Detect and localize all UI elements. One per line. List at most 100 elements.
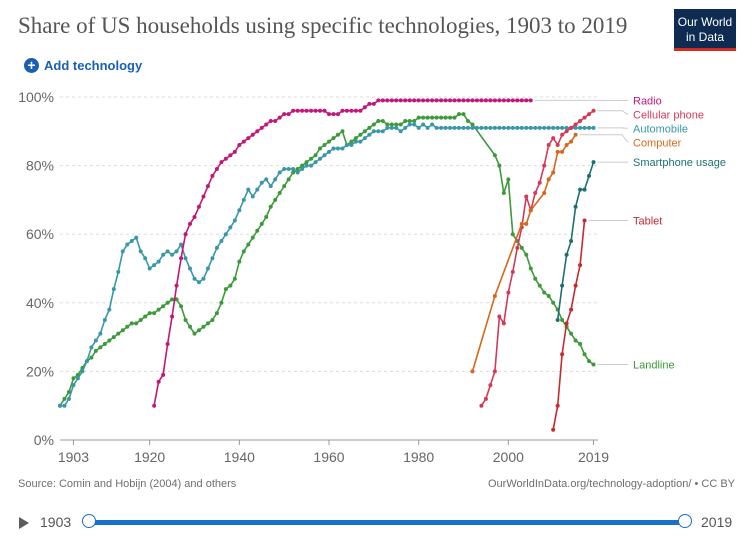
data-point-cellular-phone xyxy=(510,269,515,274)
data-point-landline xyxy=(394,122,399,127)
data-point-landline xyxy=(282,184,287,189)
data-point-landline xyxy=(434,115,439,120)
add-technology-button[interactable]: + Add technology xyxy=(24,58,142,73)
series-line-tablet xyxy=(552,220,586,430)
data-point-landline xyxy=(179,304,184,309)
slider-track[interactable] xyxy=(89,520,685,525)
data-point-radio xyxy=(300,108,305,113)
data-point-cellular-phone xyxy=(546,143,551,148)
data-point-automobile xyxy=(425,125,430,130)
data-point-automobile xyxy=(362,136,367,141)
data-point-radio xyxy=(474,98,479,103)
data-point-radio xyxy=(228,153,233,158)
data-point-automobile xyxy=(143,256,148,261)
data-point-radio xyxy=(210,173,215,178)
data-point-radio xyxy=(223,156,228,161)
data-point-automobile xyxy=(250,194,255,199)
y-tick-label: 20% xyxy=(26,363,54,379)
data-point-tablet xyxy=(560,352,565,357)
data-point-automobile xyxy=(295,170,300,175)
data-point-automobile xyxy=(537,125,542,130)
data-point-landline xyxy=(492,153,497,158)
data-point-radio xyxy=(205,184,210,189)
data-point-landline xyxy=(205,321,210,326)
slider-end-handle[interactable] xyxy=(678,514,692,528)
source-link[interactable]: OurWorldInData.org/technology-adoption/ … xyxy=(488,478,735,490)
data-point-computer xyxy=(573,132,578,137)
data-point-radio xyxy=(318,108,323,113)
data-point-radio xyxy=(376,98,381,103)
data-point-landline xyxy=(120,328,125,333)
data-point-landline xyxy=(533,276,538,281)
data-point-automobile xyxy=(237,208,242,213)
data-point-radio xyxy=(313,108,318,113)
data-point-tablet xyxy=(573,283,578,288)
data-point-landline xyxy=(237,259,242,264)
data-point-cellular-phone xyxy=(560,132,565,137)
play-icon[interactable] xyxy=(19,517,29,529)
data-point-automobile xyxy=(421,122,426,127)
owid-logo[interactable]: Our World in Data xyxy=(674,9,736,51)
series-line-computer xyxy=(471,134,577,372)
series-line-smartphone-usage xyxy=(556,161,595,321)
data-point-radio xyxy=(309,108,314,113)
data-point-radio xyxy=(524,98,529,103)
data-point-cellular-phone xyxy=(587,112,592,117)
data-point-automobile xyxy=(564,125,569,130)
data-point-automobile xyxy=(89,345,94,350)
data-point-automobile xyxy=(161,252,166,257)
data-point-automobile xyxy=(587,125,592,130)
data-point-radio xyxy=(264,122,269,127)
data-point-landline xyxy=(93,348,98,353)
data-point-automobile xyxy=(434,125,439,130)
data-point-computer xyxy=(470,369,475,374)
data-point-automobile xyxy=(448,125,453,130)
data-point-automobile xyxy=(492,125,497,130)
data-point-cellular-phone xyxy=(506,290,511,295)
data-point-landline xyxy=(232,276,237,281)
data-point-radio xyxy=(510,98,515,103)
logo-line-1: Our World xyxy=(677,15,733,29)
data-point-cellular-phone xyxy=(573,122,578,127)
x-tick-label: 2000 xyxy=(493,449,524,465)
data-point-radio xyxy=(479,98,484,103)
data-point-automobile xyxy=(578,125,583,130)
data-point-radio xyxy=(403,98,408,103)
data-point-automobile xyxy=(528,125,533,130)
data-point-automobile xyxy=(304,163,309,168)
slider-start-handle[interactable] xyxy=(82,514,96,528)
data-point-automobile xyxy=(138,249,143,254)
data-point-landline xyxy=(318,146,323,151)
data-point-radio xyxy=(255,129,260,134)
data-point-radio xyxy=(412,98,417,103)
data-point-radio xyxy=(465,98,470,103)
data-point-radio xyxy=(506,98,511,103)
data-point-landline xyxy=(416,115,421,120)
data-point-computer xyxy=(519,221,524,226)
data-point-landline xyxy=(461,112,466,117)
data-point-automobile xyxy=(439,125,444,130)
data-point-landline xyxy=(407,119,412,124)
data-point-automobile xyxy=(474,125,479,130)
data-point-landline xyxy=(506,177,511,182)
data-point-cellular-phone xyxy=(501,321,506,326)
data-point-radio xyxy=(327,112,331,117)
timeline-slider[interactable]: 1903 2019 xyxy=(0,508,749,538)
data-point-automobile xyxy=(291,167,296,172)
data-point-cellular-phone xyxy=(533,191,538,196)
data-point-radio xyxy=(340,108,345,113)
data-point-radio xyxy=(273,119,278,124)
data-point-cellular-phone xyxy=(578,119,583,124)
data-point-automobile xyxy=(246,187,251,192)
data-point-landline xyxy=(367,125,372,130)
legend-label-smartphone-usage: Smartphone usage xyxy=(633,157,726,169)
data-point-landline xyxy=(309,156,314,161)
data-point-cellular-phone xyxy=(515,245,520,250)
data-point-automobile xyxy=(398,129,403,134)
data-point-radio xyxy=(371,101,376,106)
data-point-landline xyxy=(443,115,448,120)
data-point-automobile xyxy=(255,187,260,192)
data-point-automobile xyxy=(268,184,273,189)
data-point-automobile xyxy=(98,331,103,336)
data-point-radio xyxy=(380,98,385,103)
